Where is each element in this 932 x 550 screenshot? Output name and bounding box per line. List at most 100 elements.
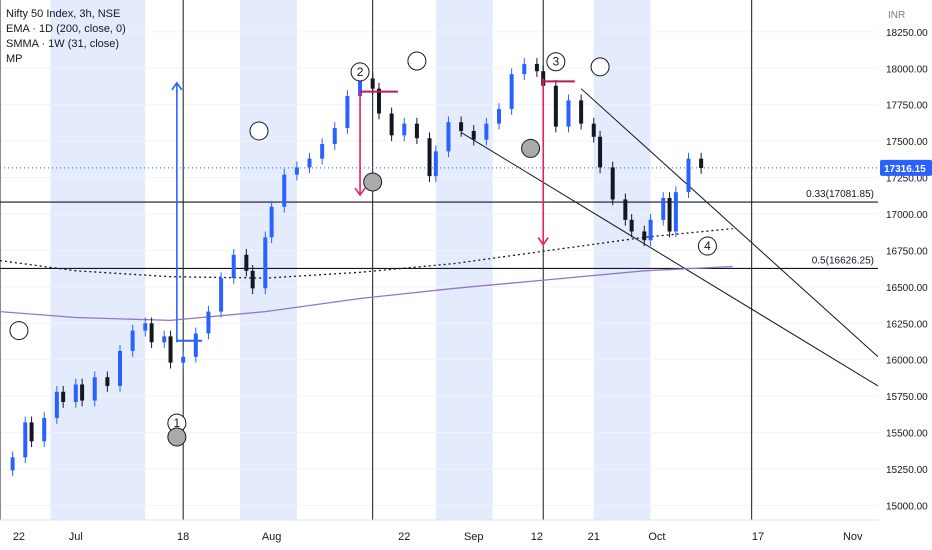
indicator-ema: EMA · 1D (200, close, 0) [6,23,126,35]
wave-label-0: 1 [174,416,181,430]
current-price-label: 17316.15 [884,164,926,175]
wave-label-2: 3 [553,55,560,69]
ema-path [0,265,733,322]
candle-body-11 [118,350,123,386]
candle-body-19 [206,311,211,334]
marker-circle-0 [9,321,29,341]
wave-label-3: 4 [704,239,711,253]
y-tick-8: 16250.00 [886,319,928,330]
candle-body-5 [54,391,59,418]
candle-body-17 [181,356,186,363]
candle-body-41 [459,122,464,131]
wave-circle-1 [350,62,370,82]
candle-body-15 [162,336,167,343]
candle-body-16 [168,336,173,363]
currency-label: INR [888,10,905,21]
candle-body-21 [231,254,236,279]
candle-body-20 [219,278,224,312]
wave-circle-2 [546,52,566,72]
marker-circle-2 [249,121,269,141]
candle-body-32 [358,78,363,96]
y-tick-2: 17750.00 [886,101,928,112]
shaded-zone-0 [50,0,146,520]
y-tick-5: 17000.00 [886,210,928,221]
fib-label-0: 0.33(17081.85) [806,189,874,200]
marker-circle-4 [407,51,427,71]
candle-body-60 [667,197,672,232]
candle-body-51 [579,100,584,124]
shaded-zone-3 [593,0,651,520]
x-tick-3: Aug [262,531,282,543]
price-axis-bg [878,0,932,550]
x-tick-0: 22 [13,531,25,543]
candle-body-59 [661,197,666,220]
candle-body-57 [642,231,647,241]
candle-body-22 [244,254,249,271]
current-price-badge [880,159,932,176]
y-tick-11: 15500.00 [886,429,928,440]
indicator-smma: SMMA · 1W (31, close) [6,38,120,50]
candle-body-58 [648,219,653,241]
candle-body-49 [553,85,558,127]
candle-body-1 [10,457,15,471]
candle-body-61 [673,192,678,232]
y-tick-1: 18000.00 [886,64,928,75]
candle-body-45 [509,74,514,110]
shaded-zone-2 [435,0,493,520]
x-tick-5: Sep [464,531,484,543]
candle-body-46 [522,63,527,75]
y-tick-7: 16500.00 [886,283,928,294]
marker-circle-1 [167,427,187,447]
candle-body-35 [389,113,394,136]
candle-body-8 [80,384,85,401]
candle-body-50 [566,100,571,127]
candle-body-18 [193,333,198,357]
candle-body-3 [29,422,34,442]
candle-body-36 [402,123,407,136]
gridlines [0,31,878,506]
y-tick-10: 15750.00 [886,392,928,403]
candle-body-23 [250,270,255,289]
candle-body-53 [598,136,603,168]
candle-body-26 [282,174,287,207]
y-tick-3: 17500.00 [886,137,928,148]
wave-circle-3 [697,236,717,256]
candle-body-4 [42,418,47,442]
candles [10,58,704,477]
candle-body-62 [686,158,691,193]
y-tick-13: 15000.00 [886,501,928,512]
wave-circles: 1 2 3 4 [9,51,717,447]
candle-body-9 [92,377,97,401]
shaded-zone-1 [240,0,297,520]
arrow-down-1-head [354,187,366,197]
trend-channel [460,88,879,387]
channel-upper [580,88,879,358]
candle-body-55 [623,199,628,220]
marker-circle-6 [590,57,610,77]
y-tick-6: 16750.00 [886,246,928,257]
fib-label-1: 0.5(16626.25) [812,255,874,266]
candle-body-38 [427,138,432,177]
candle-body-31 [345,95,350,129]
channel-lower [460,131,879,387]
candle-body-14 [149,323,154,343]
x-tick-7: 21 [588,531,600,543]
candle-body-40 [446,122,451,152]
candle-body-30 [332,128,337,145]
candle-body-10 [105,377,110,386]
y-tick-12: 15250.00 [886,465,928,476]
candle-body-29 [320,144,325,159]
x-tick-9: 17 [752,531,764,543]
candle-body-37 [414,123,419,139]
candle-body-33 [370,78,375,89]
indicator-mp: MP [6,53,23,65]
x-tick-2: 18 [177,531,189,543]
candle-body-6 [61,391,66,402]
arrows [171,78,575,343]
candle-body-42 [471,130,476,140]
candle-body-7 [73,384,78,402]
candle-body-44 [497,109,502,124]
candle-body-34 [376,88,381,114]
candle-body-39 [433,151,438,177]
